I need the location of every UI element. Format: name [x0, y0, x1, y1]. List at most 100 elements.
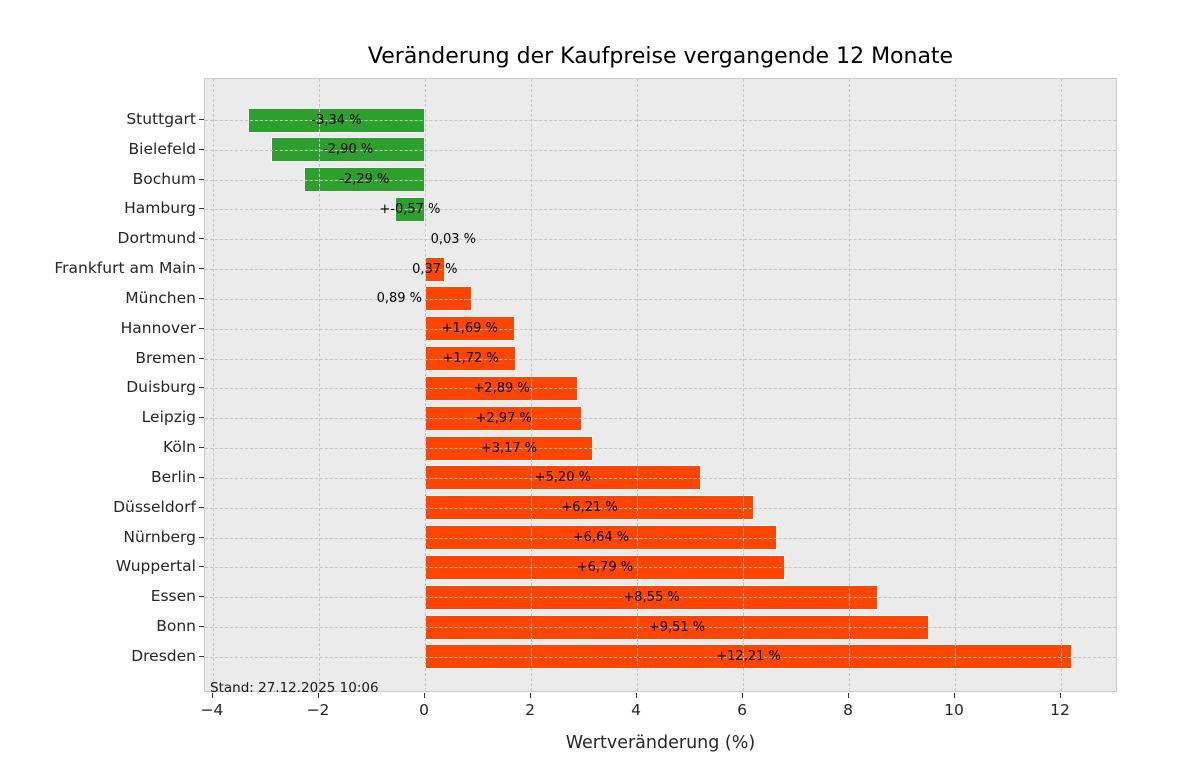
bar-value-label: +2,97 % — [475, 410, 532, 426]
gridline-v — [531, 79, 532, 691]
gridline-v — [637, 79, 638, 691]
y-tick-mark — [199, 297, 204, 299]
bar-value-label: +3,17 % — [480, 440, 538, 456]
gridline-v — [743, 79, 744, 691]
y-tick-label: Dortmund — [117, 229, 196, 248]
bar-value-label: +1,72 % — [442, 351, 499, 367]
y-tick-mark — [199, 148, 204, 150]
gridline-v — [319, 79, 320, 691]
gridline-h — [205, 298, 1116, 300]
y-tick-label: Hamburg — [124, 199, 196, 218]
x-tick-label: 4 — [631, 701, 641, 719]
gridline-v — [955, 79, 956, 691]
gridline-h — [205, 358, 1116, 360]
y-tick-label: München — [125, 288, 196, 307]
gridline-h — [205, 239, 1116, 241]
bar-value-label: 0,89 % — [376, 291, 422, 307]
bar-value-label: 0,37 % — [412, 261, 458, 277]
bar-value-label: +8,55 % — [623, 589, 680, 605]
x-tick-label: 6 — [737, 701, 747, 719]
gridline-h — [205, 179, 1116, 181]
y-tick-label: Essen — [150, 587, 196, 606]
y-tick-label: Duisburg — [126, 378, 196, 397]
x-tick-mark — [636, 693, 637, 698]
x-tick-mark — [318, 693, 319, 698]
y-tick-label: Bielefeld — [128, 139, 196, 158]
y-tick-mark — [199, 566, 204, 568]
gridline-h — [205, 567, 1116, 569]
x-tick-label: 0 — [419, 701, 429, 719]
y-tick-mark — [199, 208, 204, 210]
y-tick-mark — [199, 626, 204, 628]
x-tick-mark — [954, 693, 955, 698]
x-tick-label: −2 — [306, 701, 330, 719]
bar-value-label: -2,90 % — [323, 142, 374, 158]
y-tick-label: Bremen — [135, 348, 196, 367]
y-tick-mark — [199, 238, 204, 240]
y-tick-label: Bonn — [156, 617, 196, 636]
x-tick-label: 2 — [525, 701, 535, 719]
plot-area: Stand: 27.12.2025 10:06 -3,34 % -2,90 % -2… — [204, 78, 1117, 696]
y-tick-label: Berlin — [151, 467, 196, 486]
gridline-h — [205, 507, 1116, 509]
bar-value-label: 0,03 % — [430, 231, 477, 247]
y-tick-mark — [199, 357, 204, 359]
y-tick-mark — [199, 655, 204, 657]
y-tick-mark — [199, 536, 204, 538]
bar-value-label: +2,89 % — [473, 380, 530, 396]
bar-value-label: +9,51 % — [648, 619, 706, 635]
y-tick-label: Wuppertal — [115, 557, 196, 576]
gridline-h — [205, 120, 1116, 121]
x-tick-mark — [212, 693, 213, 698]
timestamp-annotation: Stand: 27.12.2025 10:06 — [210, 680, 379, 696]
y-tick-mark — [199, 119, 204, 120]
y-tick-label: Frankfurt am Main — [54, 259, 196, 278]
gridline-h — [205, 627, 1116, 629]
bar-value-label: +6,79 % — [576, 559, 634, 575]
y-tick-mark — [199, 387, 204, 389]
x-tick-mark — [742, 693, 743, 698]
x-tick-label: 10 — [944, 701, 964, 719]
bar-value-label: -3,34 % — [311, 112, 362, 128]
x-tick-label: −4 — [200, 701, 224, 719]
bar-value-label: +-0,57 % — [379, 201, 441, 217]
bar-value-label: +12,21 % — [716, 649, 781, 665]
y-tick-mark — [199, 327, 204, 329]
gridline-h — [205, 209, 1116, 211]
gridline-h — [205, 388, 1116, 390]
gridline-h — [205, 149, 1116, 151]
x-tick-mark — [424, 693, 425, 698]
y-tick-mark — [199, 178, 204, 180]
x-axis-label: Wertveränderung (%) — [565, 733, 756, 753]
gridline-h — [205, 656, 1116, 658]
y-tick-label: Nürnberg — [123, 527, 196, 546]
gridline-h — [205, 537, 1116, 539]
x-tick-mark — [848, 693, 849, 698]
bar-value-label: -2,29 % — [339, 172, 390, 188]
gridline-h — [205, 597, 1116, 599]
gridline-h — [205, 418, 1116, 420]
y-tick-mark — [199, 447, 204, 449]
x-tick-label: 12 — [1050, 701, 1070, 719]
y-tick-label: Düsseldorf — [113, 497, 196, 516]
bar-value-label: +6,21 % — [561, 500, 618, 516]
gridline-v — [1061, 79, 1062, 691]
chart-title: Veränderung der Kaufpreise vergangende 1… — [367, 44, 954, 69]
x-tick-mark — [1060, 693, 1061, 698]
y-tick-label: Hannover — [120, 318, 196, 337]
gridline-v — [213, 79, 214, 691]
y-tick-mark — [199, 417, 204, 419]
x-tick-mark — [530, 693, 531, 698]
gridline-h — [205, 269, 1116, 271]
y-tick-label: Stuttgart — [126, 110, 196, 128]
bar-value-label: +6,64 % — [572, 530, 630, 546]
y-tick-mark — [199, 596, 204, 598]
y-tick-label: Leipzig — [141, 408, 196, 427]
bar-value-label: +1,69 % — [441, 321, 498, 337]
gridline-v — [425, 79, 426, 691]
y-tick-label: Bochum — [132, 169, 196, 188]
gridline-v — [849, 79, 850, 691]
gridline-h — [205, 328, 1116, 330]
y-tick-mark — [199, 268, 204, 270]
